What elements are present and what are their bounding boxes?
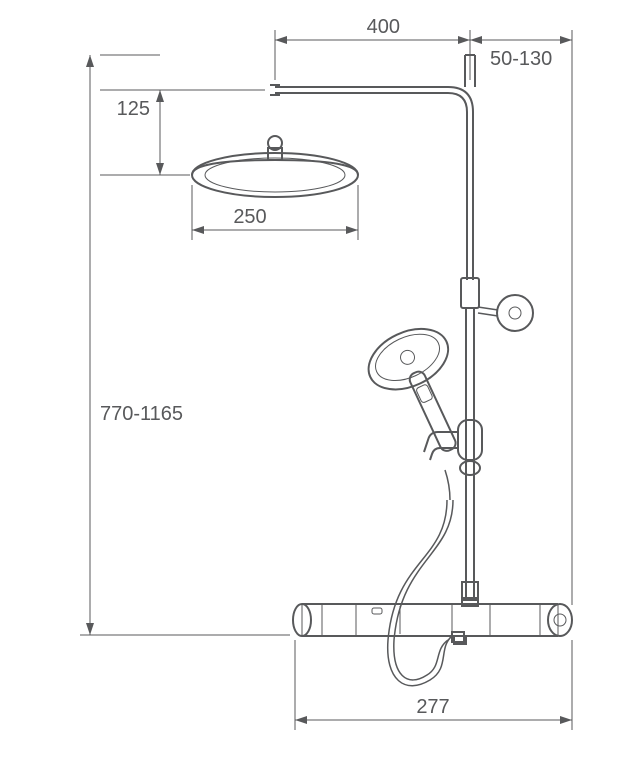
dim-head-drop-label: 125 <box>117 98 150 120</box>
dim-mixer-width-label: 277 <box>416 696 449 718</box>
dim-head-diameter-label: 250 <box>233 206 266 228</box>
hand-shower <box>359 317 489 468</box>
dim-wall-offset-label: 50-130 <box>490 48 552 70</box>
riser-pipe <box>461 278 479 600</box>
dim-mixer-width: 277 <box>295 640 572 730</box>
thermostatic-mixer <box>293 598 572 644</box>
dim-height-range: 770-1165 <box>80 55 290 635</box>
overhead-arm <box>270 55 475 280</box>
shower-column-diagram: 400 50-130 125 250 770-1165 277 <box>0 0 618 770</box>
wall-mount <box>478 295 533 331</box>
overhead-shower-head <box>192 136 358 197</box>
shower-hose <box>388 470 464 686</box>
dim-head-drop: 125 <box>100 90 265 175</box>
dim-arm-horizontal-label: 400 <box>367 16 400 38</box>
dim-height-range-label: 770-1165 <box>100 403 183 425</box>
dim-head-diameter: 250 <box>192 185 358 240</box>
dim-arm-horizontal: 400 50-130 <box>275 16 572 605</box>
